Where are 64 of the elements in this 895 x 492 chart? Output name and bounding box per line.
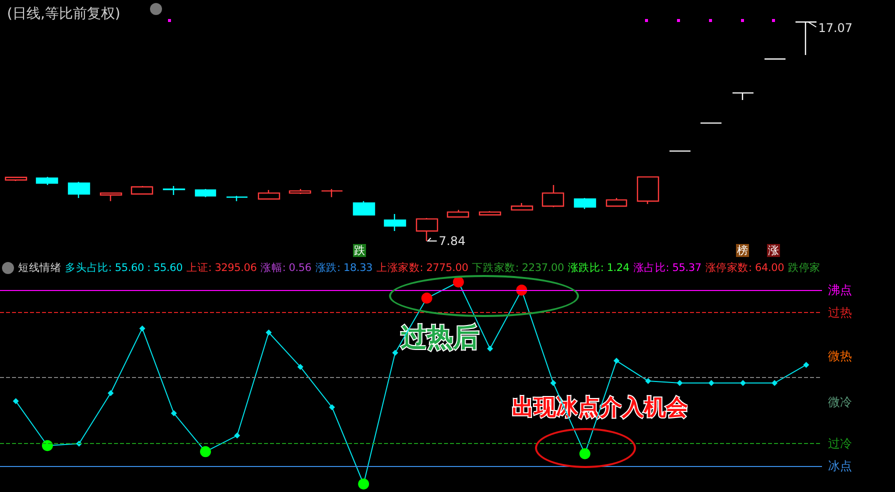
point	[297, 364, 304, 370]
ref-line-label: 过冷	[828, 436, 852, 451]
candlestick	[68, 181, 90, 199]
candlestick	[288, 188, 312, 195]
point	[139, 325, 146, 332]
text: 涨幅: 0.56	[260, 261, 312, 276]
text: 微热	[828, 349, 852, 363]
text: 跌停家	[788, 261, 820, 276]
point	[108, 390, 114, 396]
candlestick	[574, 197, 596, 210]
text: 上证: 3295.06	[186, 261, 257, 276]
point	[708, 380, 714, 386]
candlestick	[794, 21, 818, 56]
annotation: 过热后	[400, 323, 479, 353]
candlestick	[4, 176, 28, 182]
candlestick	[636, 176, 660, 205]
text: 多头占比: 55.60 : 55.60	[65, 261, 183, 276]
point	[645, 378, 652, 384]
point	[487, 346, 494, 352]
text: 涨	[767, 244, 780, 257]
candlestick	[100, 192, 122, 202]
annotation: 7.84	[438, 234, 466, 248]
chart-title: 短线情绪	[18, 261, 62, 276]
point	[328, 404, 335, 410]
candlestick	[732, 92, 754, 101]
candlestick	[130, 185, 154, 195]
annotation: 17.07	[818, 21, 853, 35]
candlestick	[352, 200, 376, 216]
candlestick	[542, 184, 564, 208]
text: 涨停家数: 64.00	[705, 261, 784, 276]
text: 榜	[736, 244, 749, 257]
point	[234, 432, 240, 439]
point	[803, 362, 810, 368]
point	[772, 380, 778, 386]
text: 跌	[353, 244, 366, 257]
text: 下跌家数: 2237.00	[472, 261, 564, 276]
candlestick	[36, 176, 58, 186]
text: 上涨家数: 2775.00	[376, 261, 468, 276]
text: 涨跌: 18.33	[315, 261, 373, 276]
point	[550, 380, 556, 386]
candlestick	[194, 188, 216, 198]
candlestick	[320, 188, 344, 198]
point	[266, 330, 272, 336]
candlestick	[162, 185, 186, 196]
text: 涨跌比: 1.24	[568, 261, 630, 276]
candlestick	[226, 195, 248, 202]
point	[12, 398, 19, 404]
text: 微冷	[828, 395, 852, 409]
point	[170, 410, 177, 416]
ref-line-label: 冰点	[828, 458, 852, 473]
ref-line-label: 过热	[828, 305, 852, 320]
candlestick	[416, 217, 438, 242]
point	[676, 380, 683, 386]
candlestick	[478, 210, 502, 216]
candlestick	[606, 197, 628, 207]
candlestick	[384, 213, 406, 232]
point	[614, 358, 620, 364]
candlestick	[510, 202, 534, 211]
text: 涨占比: 55.37	[633, 261, 702, 276]
ref-line-label: 沸点	[828, 283, 852, 298]
chart-title: (日线,等比前复权)	[7, 6, 120, 22]
candlestick	[446, 209, 470, 218]
point	[392, 350, 398, 356]
candlestick	[258, 189, 280, 200]
